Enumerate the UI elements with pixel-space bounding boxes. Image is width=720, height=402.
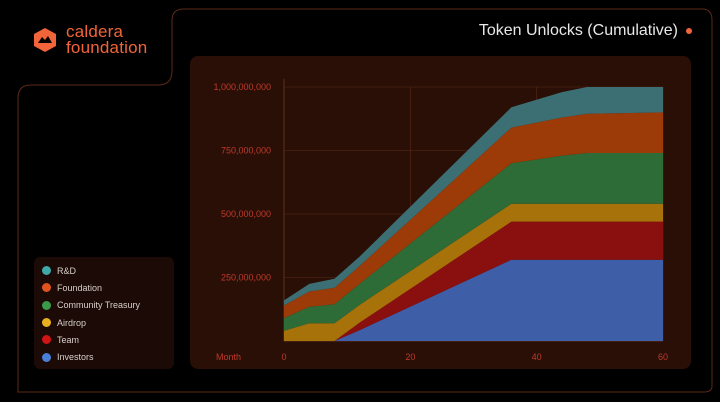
legend-item: R&D — [34, 262, 174, 279]
brand-line-1: caldera — [66, 22, 124, 41]
legend-label: Airdrop — [57, 317, 87, 328]
x-tick-label: 20 — [405, 352, 415, 362]
legend-label: R&D — [57, 265, 77, 276]
chart-title: Token Unlocks (Cumulative) — [478, 22, 678, 39]
caldera-hexagon-logo-icon — [34, 28, 56, 52]
legend-label: Investors — [57, 352, 94, 363]
x-axis-label: Month — [216, 352, 241, 362]
brand: caldera foundation — [32, 22, 148, 57]
legend-label: Team — [57, 334, 80, 345]
legend-swatch — [42, 335, 51, 345]
brand-wordmark: caldera foundation — [66, 22, 148, 57]
area-investors — [284, 259, 663, 341]
y-tick-label: 500,000,000 — [221, 209, 271, 219]
legend-swatch — [42, 283, 51, 293]
x-tick-label: 0 — [281, 352, 286, 362]
legend: R&D Foundation Community Treasury Airdrop Te… — [34, 257, 174, 369]
header: Token Unlocks (Cumulative) — [479, 22, 692, 40]
area-community-treasury — [284, 153, 663, 331]
legend-swatch — [42, 266, 51, 276]
area-r-d — [284, 87, 663, 306]
legend-item: Foundation — [34, 279, 174, 296]
legend-swatch — [42, 300, 51, 310]
area-foundation — [284, 112, 663, 319]
area-airdrop — [284, 203, 663, 341]
y-tick-label: 1,000,000,000 — [213, 82, 271, 92]
legend-item: Investors — [34, 348, 174, 365]
legend-swatch — [42, 318, 51, 328]
y-tick-label: 250,000,000 — [221, 273, 271, 283]
legend-item: Community Treasury — [34, 297, 174, 314]
y-tick-label: 750,000,000 — [221, 146, 271, 156]
legend-label: Community Treasury — [57, 300, 141, 311]
legend-item: Team — [34, 331, 174, 348]
legend-item: Airdrop — [34, 314, 174, 331]
legend-swatch — [42, 352, 51, 362]
accent-dot-icon — [686, 28, 692, 34]
x-tick-label: 40 — [532, 352, 542, 362]
brand-line-2: foundation — [66, 38, 148, 57]
legend-label: Foundation — [57, 282, 103, 293]
area-team — [284, 221, 663, 341]
x-tick-label: 60 — [658, 352, 668, 362]
frame-outline — [17, 8, 713, 393]
